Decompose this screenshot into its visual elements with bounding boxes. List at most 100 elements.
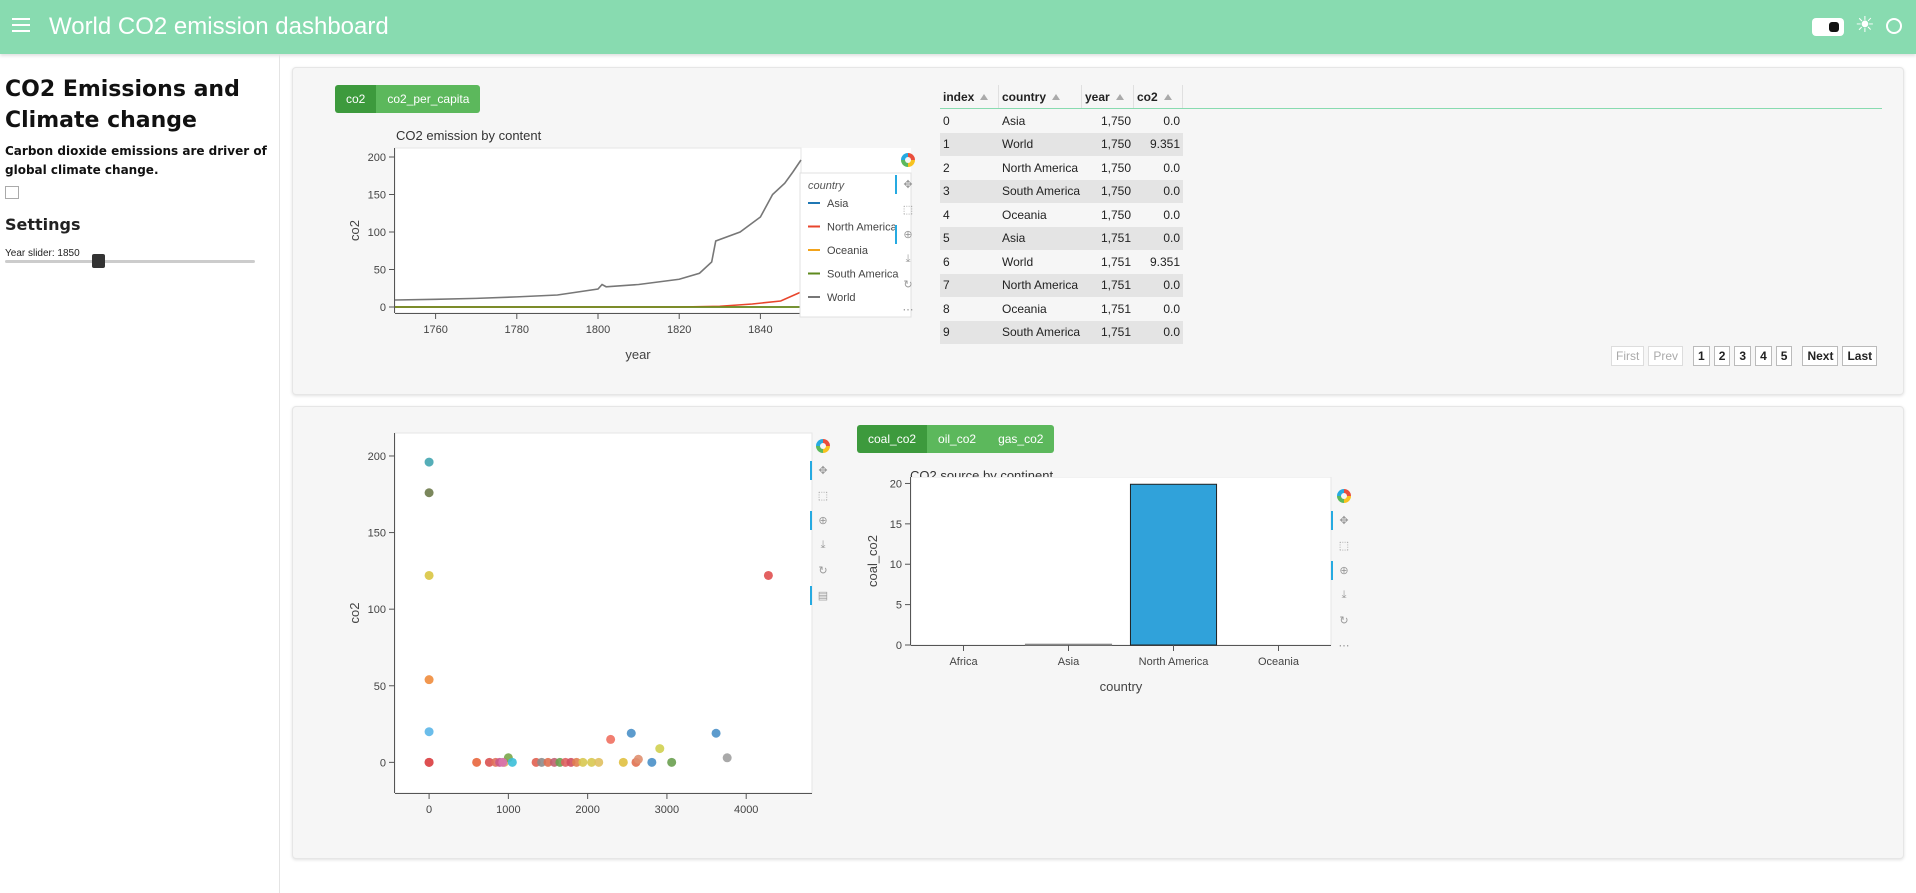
column-header-co2[interactable]: co2: [1134, 85, 1183, 108]
box-zoom-tool-icon[interactable]: ⬚: [817, 490, 829, 502]
sort-ascending-icon[interactable]: [1163, 93, 1172, 100]
more-tools-icon[interactable]: ⋯: [1338, 640, 1350, 652]
theme-toggle[interactable]: [1812, 18, 1844, 36]
y-axis-label: co2: [347, 603, 362, 624]
table-row[interactable]: 5 Asia 1,751 0.0: [940, 226, 1882, 250]
table-cell-co2: 0.0: [1134, 109, 1183, 133]
table-cell-year: 1,750: [1082, 132, 1134, 156]
bar-north-america: [1129, 483, 1218, 646]
table-row[interactable]: 7 North America 1,751 0.0: [940, 273, 1882, 297]
legend-item: South America: [827, 269, 899, 281]
co2-data-table: index country year co2 0 Asia 1,750 0.0 1 World 1…: [940, 85, 1882, 344]
wheel-zoom-tool-icon[interactable]: ⊕: [1331, 558, 1354, 583]
reset-tool-icon[interactable]: ↻: [903, 279, 913, 291]
table-cell-index: 7: [940, 273, 999, 297]
box-zoom-tool-icon[interactable]: ⬚: [1338, 540, 1350, 552]
hover-tool-icon[interactable]: ▤: [810, 583, 833, 608]
pager-next-button[interactable]: Next: [1802, 346, 1839, 366]
y-tick-label: 100: [368, 604, 386, 616]
sun-icon[interactable]: ☀: [1855, 12, 1875, 37]
x-axis-label: year: [625, 347, 651, 362]
table-row[interactable]: 9 South America 1,751 0.0: [940, 320, 1882, 344]
bokeh-logo-icon[interactable]: [898, 147, 918, 172]
column-header-index[interactable]: index: [940, 85, 999, 108]
table-cell-year: 1,750: [1082, 203, 1134, 227]
pager-prev-button[interactable]: Prev: [1648, 346, 1684, 366]
card1-tab-co2[interactable]: co2: [335, 85, 377, 113]
gdp-co2-scatter-chart[interactable]: 05010015020001000200030004000gdp_per_cap…: [293, 407, 813, 827]
table-cell-co2: 0.0: [1134, 179, 1183, 203]
table-row[interactable]: 8 Oceania 1,751 0.0: [940, 297, 1882, 321]
y-tick-label: 15: [890, 519, 902, 531]
table-row[interactable]: 1 World 1,750 9.351: [940, 132, 1882, 156]
bokeh-logo-icon[interactable]: [813, 433, 833, 458]
card2-tab-gas-co2[interactable]: gas_co2: [987, 425, 1055, 453]
table-row[interactable]: 0 Asia 1,750 0.0: [940, 109, 1882, 133]
wheel-zoom-tool-icon[interactable]: ⊕: [810, 508, 833, 533]
save-tool-icon[interactable]: ⤓: [1341, 589, 1347, 601]
pan-tool-icon[interactable]: ✥: [895, 172, 918, 197]
pager-page-1[interactable]: 1: [1693, 346, 1710, 366]
year-slider-label: Year slider: 1850: [5, 248, 80, 259]
wheel-zoom-tool-icon[interactable]: ⊕: [895, 222, 918, 247]
bar-chart-toolbar: ✥ ⬚ ⊕ ⤓ ↻ ⋯: [1331, 483, 1354, 658]
year-slider-handle[interactable]: [91, 254, 105, 268]
co2-source-tabs: coal_co2 oil_co2 gas_co2: [857, 425, 1055, 453]
more-tools-icon[interactable]: ⋯: [902, 304, 914, 316]
y-tick-label: 50: [374, 681, 386, 693]
line-chart-toolbar: ✥ ⬚ ⊕ ⤓ ↻ ⋯: [895, 147, 918, 322]
table-row[interactable]: 2 North America 1,750 0.0: [940, 156, 1882, 180]
pan-tool-icon[interactable]: ✥: [810, 458, 833, 483]
column-header-country[interactable]: country: [999, 85, 1082, 108]
y-tick-label: 0: [896, 640, 902, 652]
x-tick-label: 2000: [575, 804, 599, 816]
broken-image-icon: [5, 186, 19, 199]
table-row[interactable]: 6 World 1,751 9.351: [940, 250, 1882, 274]
pager-page-3[interactable]: 3: [1734, 346, 1752, 366]
pager-last-button[interactable]: Last: [1842, 346, 1878, 366]
box-zoom-tool-icon[interactable]: ⬚: [902, 204, 914, 216]
scatter-point: [618, 757, 628, 767]
legend-item: World: [827, 292, 856, 304]
card1-tab-co2-per-capita[interactable]: co2_per_capita: [376, 85, 481, 113]
table-cell-co2: 0.0: [1134, 226, 1183, 250]
scatter-point: [763, 570, 773, 580]
busy-indicator-icon: [1886, 18, 1902, 34]
y-tick-label: 10: [890, 559, 902, 571]
table-cell-index: 3: [940, 179, 999, 203]
pager-page-5[interactable]: 5: [1775, 346, 1793, 366]
table-cell-year: 1,751: [1082, 297, 1134, 321]
x-tick-label: North America: [1139, 656, 1210, 668]
sort-ascending-icon[interactable]: [980, 93, 989, 100]
x-tick-label: 1780: [505, 324, 529, 336]
year-slider-track[interactable]: [5, 260, 255, 263]
table-row[interactable]: 3 South America 1,750 0.0: [940, 179, 1882, 203]
pager-page-2[interactable]: 2: [1713, 346, 1731, 366]
save-tool-icon[interactable]: ⤓: [820, 539, 826, 551]
y-tick-label: 50: [374, 265, 386, 277]
table-cell-index: 0: [940, 109, 999, 133]
save-tool-icon[interactable]: ⤓: [905, 253, 911, 265]
scatter-point: [543, 757, 553, 767]
bokeh-logo-icon[interactable]: [1334, 483, 1354, 508]
y-tick-label: 20: [890, 478, 902, 490]
scatter-point: [594, 757, 604, 767]
pager-page-4[interactable]: 4: [1755, 346, 1772, 366]
card2-tab-oil-co2[interactable]: oil_co2: [927, 425, 988, 453]
co2-source-bar-chart[interactable]: 0 5 10 15 20 Africa Asia North America Oceania co…: [853, 477, 1333, 727]
reset-tool-icon[interactable]: ↻: [1339, 615, 1349, 627]
sort-ascending-icon[interactable]: [1115, 93, 1124, 100]
table-row[interactable]: 4 Oceania 1,750 0.0: [940, 203, 1882, 227]
pager-first-button[interactable]: First: [1611, 346, 1645, 366]
hamburger-menu-icon[interactable]: [12, 18, 30, 32]
pan-tool-icon[interactable]: ✥: [1331, 508, 1354, 533]
card2-tab-coal-co2[interactable]: coal_co2: [857, 425, 928, 453]
table-cell-year: 1,751: [1082, 273, 1134, 297]
column-header-year[interactable]: year: [1082, 85, 1134, 108]
sort-ascending-icon[interactable]: [1052, 93, 1061, 100]
co2-line-chart[interactable]: 0 50 100 150 200 1760 1780 1800 1820 1840 year co2 c…: [293, 118, 923, 388]
app-title: World CO2 emission dashboard: [49, 13, 389, 40]
bar-asia: [1024, 643, 1113, 646]
y-tick-label: 200: [368, 451, 386, 463]
reset-tool-icon[interactable]: ↻: [818, 565, 828, 577]
